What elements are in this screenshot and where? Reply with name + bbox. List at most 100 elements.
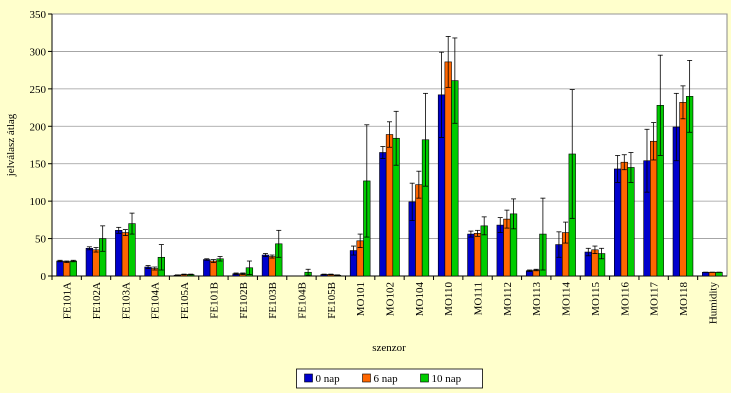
error-bar — [233, 272, 239, 275]
bar — [85, 248, 93, 277]
error-bar — [262, 253, 268, 257]
bar — [121, 232, 129, 277]
error-bar — [409, 182, 415, 222]
error-bar — [468, 230, 474, 238]
error-bar — [328, 273, 334, 276]
error-bar — [651, 122, 657, 161]
error-bar — [527, 269, 533, 272]
error-bar — [563, 221, 569, 244]
x-tick-label: MO114 — [561, 282, 573, 316]
legend-swatch — [362, 373, 371, 383]
bar — [614, 168, 622, 277]
bar — [92, 249, 100, 277]
x-tick-label: MO112 — [502, 282, 514, 316]
error-bar — [599, 247, 605, 260]
x-tick-label: Humidity — [707, 282, 719, 325]
error-bar — [592, 245, 598, 254]
legend-label: 10 nap — [432, 373, 462, 385]
error-bar — [387, 121, 392, 148]
bar — [467, 233, 475, 277]
bar — [620, 161, 628, 277]
bar — [69, 260, 77, 277]
error-bar — [64, 260, 70, 263]
error-bar — [687, 60, 693, 133]
error-bar — [364, 124, 370, 238]
y-tick-label: 300 — [30, 46, 47, 58]
x-tick-label: MO115 — [590, 282, 602, 316]
legend-swatch — [304, 373, 313, 383]
x-tick-label: FE104B — [296, 282, 308, 319]
error-bar — [246, 260, 252, 275]
error-bar — [569, 89, 575, 219]
error-bar — [93, 247, 99, 253]
x-tick-label: MO117 — [649, 282, 661, 316]
x-tick-label: FE101A — [62, 282, 74, 319]
legend-label: 0 nap — [316, 373, 341, 385]
x-axis-label: szenzor — [372, 342, 406, 354]
x-tick-label: MO102 — [385, 282, 397, 316]
error-bar — [452, 37, 458, 124]
legend-label: 6 nap — [374, 373, 399, 385]
bar — [679, 102, 687, 277]
error-bar — [497, 217, 503, 233]
y-tick-label: 200 — [30, 121, 47, 133]
y-tick-label: 0 — [41, 271, 47, 283]
error-bar — [122, 229, 128, 236]
y-tick-label: 100 — [30, 196, 47, 208]
error-bar — [86, 246, 92, 251]
x-tick-label: FE105A — [179, 282, 191, 319]
error-bar — [129, 212, 135, 235]
x-tick-label: MO116 — [619, 282, 631, 316]
x-tick-label: MO118 — [678, 282, 690, 316]
bar — [115, 230, 123, 277]
error-bar — [439, 51, 445, 138]
y-axis-label: jelválasz átlag — [5, 113, 17, 177]
error-bar — [334, 274, 340, 277]
x-tick-label: MO113 — [531, 282, 543, 316]
error-bar — [644, 128, 650, 193]
error-bar — [217, 256, 223, 262]
error-bar — [240, 272, 246, 275]
error-bar — [556, 231, 562, 258]
bar — [627, 167, 635, 277]
bar — [268, 256, 276, 277]
bar — [473, 233, 482, 277]
error-bar — [181, 273, 187, 276]
bar — [650, 140, 658, 277]
error-bar — [445, 36, 451, 88]
error-bar — [351, 245, 356, 256]
x-tick-label: FE101B — [208, 282, 220, 319]
error-bar — [321, 273, 327, 276]
error-bar — [475, 229, 481, 237]
x-tick-label: FE102A — [91, 282, 103, 319]
error-bar — [615, 155, 621, 183]
error-bar — [621, 154, 627, 171]
error-bar — [70, 259, 76, 263]
error-bar — [540, 197, 546, 271]
y-tick-label: 350 — [30, 9, 47, 21]
error-bar — [680, 85, 686, 120]
error-bar — [585, 247, 591, 257]
bar — [63, 261, 71, 277]
error-bar — [305, 268, 311, 276]
bar — [56, 260, 64, 277]
bar — [261, 254, 270, 277]
error-bar — [174, 274, 180, 277]
x-tick-label: FE102B — [238, 282, 250, 319]
error-bar — [145, 265, 151, 269]
y-tick-label: 150 — [30, 159, 47, 171]
legend-box — [296, 368, 483, 389]
error-bar — [357, 233, 363, 248]
error-bar — [57, 259, 63, 263]
error-bar — [481, 216, 487, 236]
x-tick-label: FE105B — [326, 282, 338, 319]
bar — [203, 259, 211, 277]
legend: 0 nap 6 nap 10 nap — [296, 368, 483, 389]
y-tick-label: 50 — [35, 234, 47, 246]
error-bar — [416, 170, 422, 199]
error-bar — [423, 92, 428, 187]
x-tick-label: FE104A — [150, 282, 162, 319]
x-tick-label: MO101 — [355, 282, 367, 316]
error-bar — [657, 54, 663, 156]
